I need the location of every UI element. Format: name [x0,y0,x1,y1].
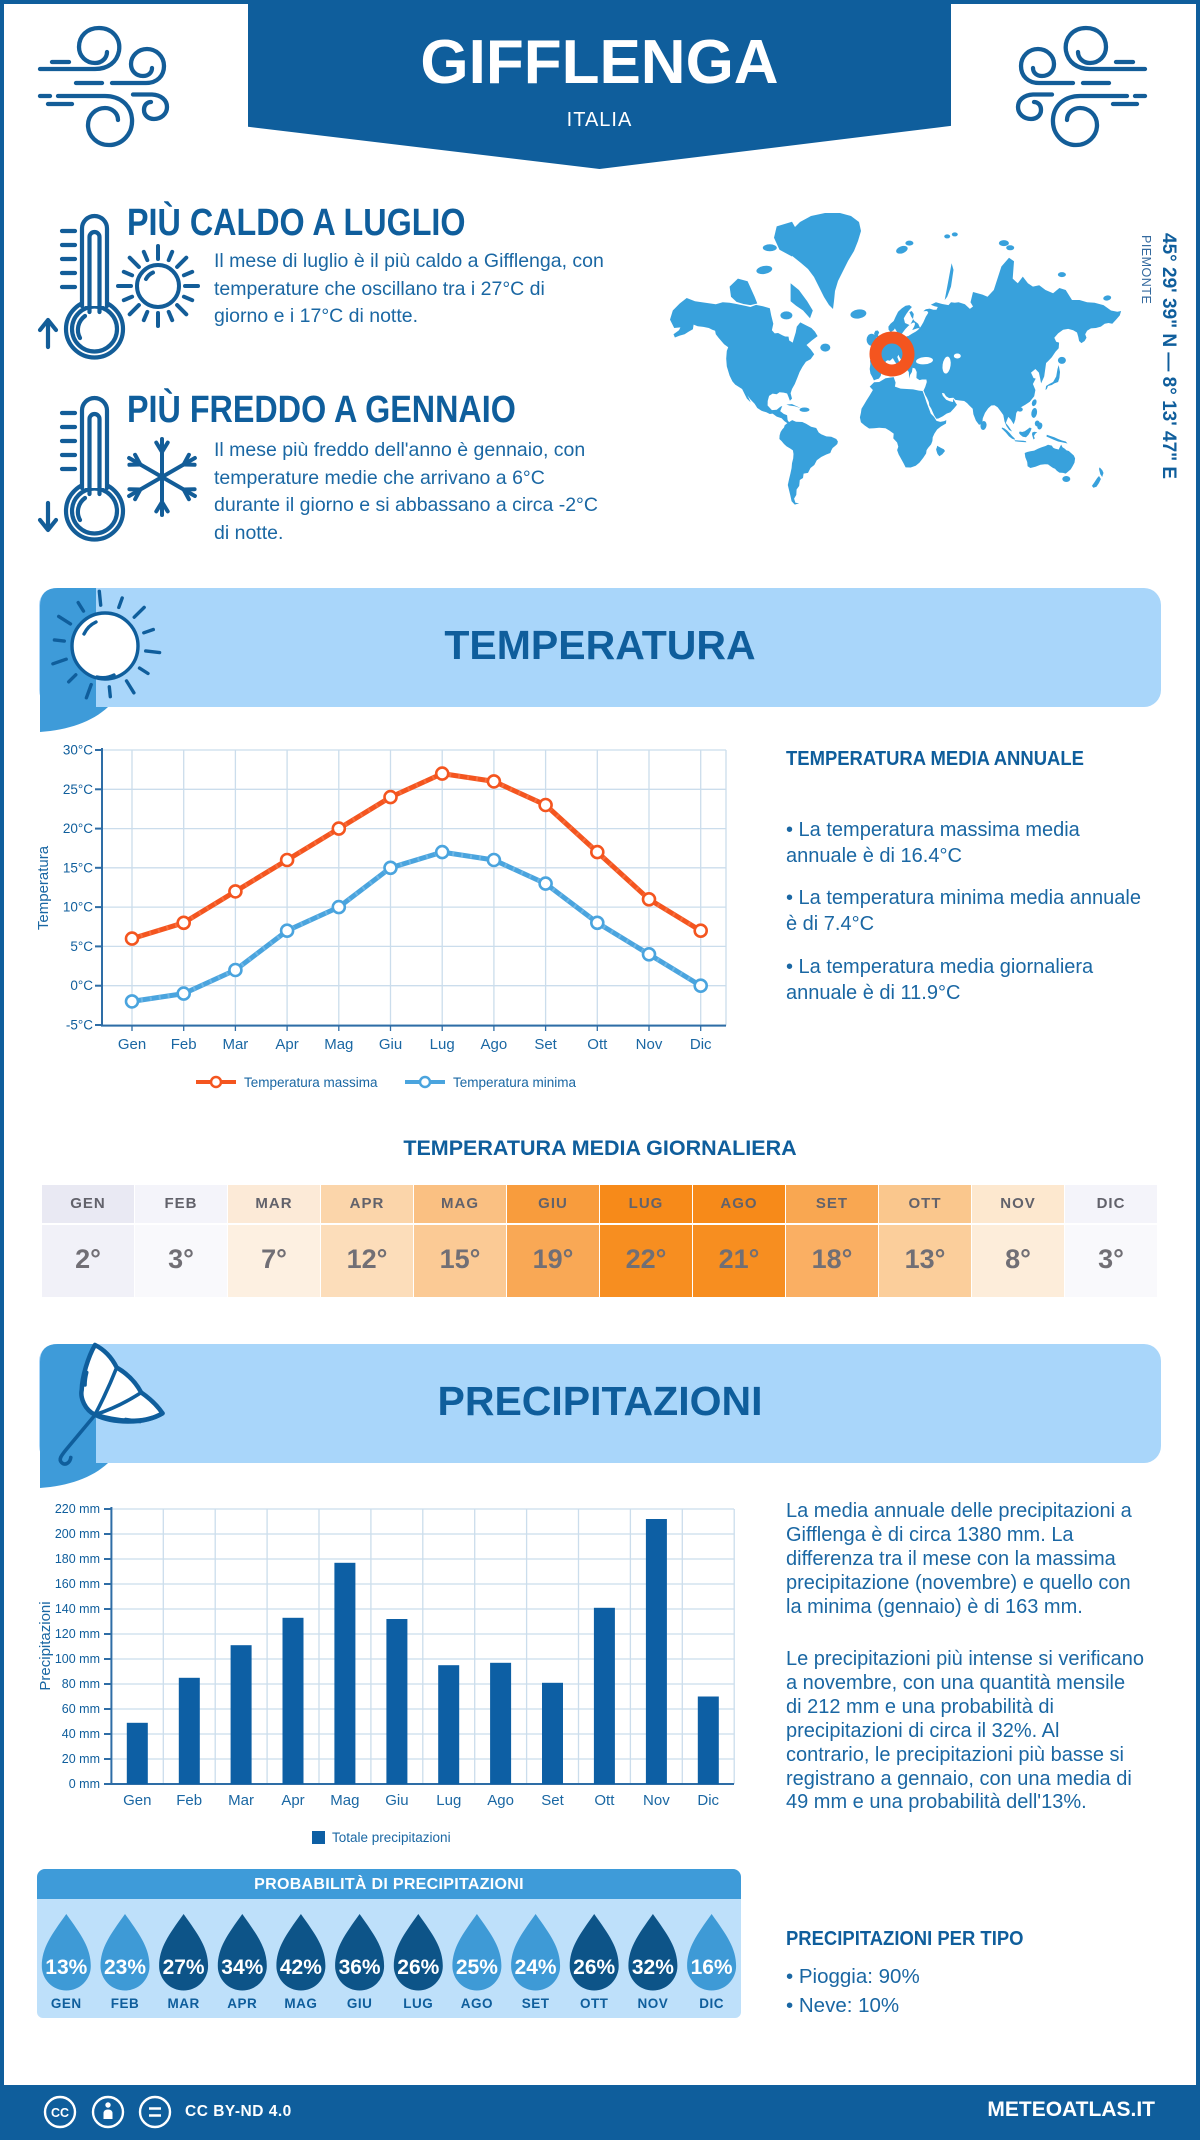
svg-text:Totale precipitazioni: Totale precipitazioni [332,1830,451,1845]
svg-text:200 mm: 200 mm [55,1527,100,1541]
svg-text:32%: 32% [632,1956,674,1979]
svg-text:Nov: Nov [643,1792,670,1809]
svg-text:23%: 23% [104,1956,146,1979]
svg-text:36%: 36% [339,1956,381,1979]
svg-text:Dic: Dic [697,1792,719,1809]
svg-text:Mag: Mag [330,1792,359,1809]
svg-text:-5°C: -5°C [66,1018,93,1033]
svg-text:24%: 24% [515,1956,557,1979]
svg-text:Mag: Mag [324,1036,353,1053]
svg-text:Set: Set [541,1792,564,1809]
svg-text:MAR: MAR [167,1996,199,2011]
svg-text:16%: 16% [691,1956,733,1979]
svg-text:AGO: AGO [461,1996,493,2011]
svg-text:140 mm: 140 mm [55,1602,100,1616]
svg-text:Ott: Ott [594,1792,615,1809]
svg-text:180 mm: 180 mm [55,1552,100,1566]
svg-text:34%: 34% [221,1956,263,1979]
svg-text:Precipitazioni: Precipitazioni [37,1601,54,1690]
svg-text:SET: SET [522,1996,550,2011]
svg-text:Temperatura minima: Temperatura minima [453,1075,577,1090]
svg-text:MAG: MAG [284,1996,317,2011]
svg-text:GEN: GEN [51,1996,82,2011]
svg-text:20 mm: 20 mm [62,1752,100,1766]
svg-text:26%: 26% [397,1956,439,1979]
svg-text:Dic: Dic [690,1036,712,1053]
svg-text:Giu: Giu [385,1792,408,1809]
svg-text:15°C: 15°C [63,860,93,875]
svg-text:FEB: FEB [111,1996,140,2011]
svg-text:APR: APR [227,1996,257,2011]
svg-text:Set: Set [534,1036,557,1053]
svg-text:80 mm: 80 mm [62,1677,100,1691]
svg-text:42%: 42% [280,1956,322,1979]
svg-text:100 mm: 100 mm [55,1652,100,1666]
svg-text:OTT: OTT [580,1996,609,2011]
svg-text:Mar: Mar [228,1792,254,1809]
svg-text:Apr: Apr [281,1792,304,1809]
svg-text:GIU: GIU [347,1996,373,2011]
svg-text:Gen: Gen [118,1036,146,1053]
svg-text:Temperatura massima: Temperatura massima [244,1075,378,1090]
svg-text:Mar: Mar [222,1036,248,1053]
svg-text:Gen: Gen [123,1792,151,1809]
svg-text:40 mm: 40 mm [62,1727,100,1741]
svg-text:30°C: 30°C [63,743,93,758]
svg-text:0°C: 0°C [70,978,93,993]
svg-text:LUG: LUG [403,1996,433,2011]
svg-text:NOV: NOV [638,1996,669,2011]
svg-text:0 mm: 0 mm [69,1777,100,1791]
svg-text:Ago: Ago [481,1036,508,1053]
svg-text:120 mm: 120 mm [55,1627,100,1641]
svg-text:60 mm: 60 mm [62,1702,100,1716]
svg-text:25°C: 25°C [63,782,93,797]
svg-text:Lug: Lug [436,1792,461,1809]
svg-text:Lug: Lug [430,1036,455,1053]
svg-text:27%: 27% [163,1956,205,1979]
svg-text:20°C: 20°C [63,821,93,836]
svg-text:Feb: Feb [176,1792,202,1809]
svg-text:DIC: DIC [699,1996,724,2011]
svg-text:26%: 26% [573,1956,615,1979]
svg-text:13%: 13% [45,1956,87,1979]
svg-text:Nov: Nov [636,1036,663,1053]
svg-text:Giu: Giu [379,1036,402,1053]
svg-text:CC: CC [51,2106,69,2120]
svg-text:25%: 25% [456,1956,498,1979]
svg-text:220 mm: 220 mm [55,1502,100,1516]
svg-text:10°C: 10°C [63,900,93,915]
svg-text:5°C: 5°C [70,939,93,954]
svg-text:160 mm: 160 mm [55,1577,100,1591]
svg-text:Temperatura: Temperatura [35,845,52,930]
svg-text:Feb: Feb [171,1036,197,1053]
svg-text:Apr: Apr [275,1036,298,1053]
svg-text:Ago: Ago [487,1792,514,1809]
svg-text:Ott: Ott [587,1036,608,1053]
